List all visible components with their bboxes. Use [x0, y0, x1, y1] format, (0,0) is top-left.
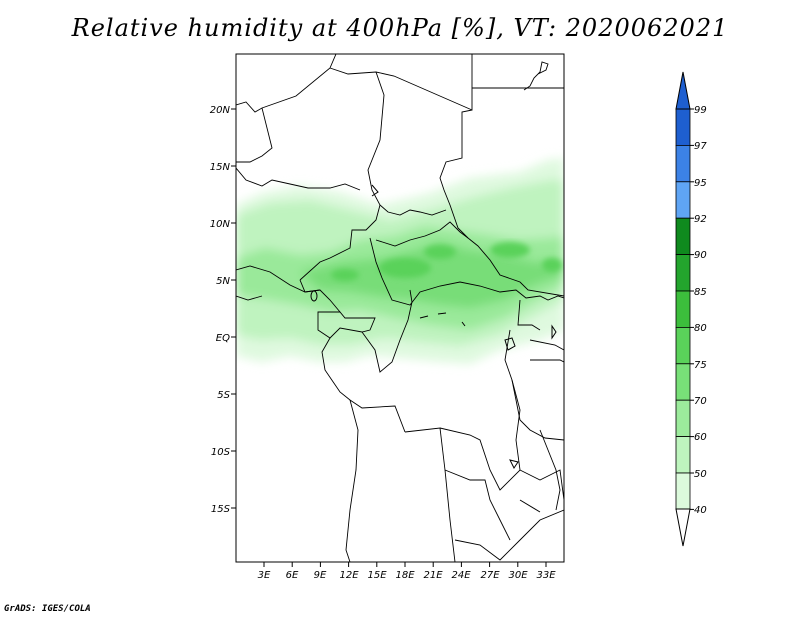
colorbar-label-95: 95 — [694, 178, 707, 189]
lon-label-15e: 15E — [367, 570, 387, 581]
colorbar-segment — [675, 254, 691, 292]
colorbar-label-75: 75 — [694, 360, 707, 371]
chart-title: Relative humidity at 400hPa [%], VT: 202… — [71, 14, 729, 42]
colorbar-label-60: 60 — [694, 432, 707, 443]
lat-label-10s: 10S — [211, 447, 231, 458]
colorbar-label-50: 50 — [694, 469, 707, 480]
colorbar-segment — [675, 436, 691, 474]
colorbar-segment — [675, 290, 691, 328]
colorbar-label-92: 92 — [694, 214, 707, 225]
lat-label-15n: 15N — [210, 162, 231, 173]
lat-label-10n: 10N — [210, 219, 231, 230]
lon-label-6e: 6E — [286, 570, 299, 581]
lon-label-18e: 18E — [395, 570, 415, 581]
lat-label-5s: 5S — [217, 390, 230, 401]
lat-label-20n: 20N — [210, 105, 231, 116]
colorbar-label-70: 70 — [694, 396, 707, 407]
colorbar-segment — [675, 472, 691, 510]
colorbar-segment — [675, 217, 691, 255]
colorbar-segment — [675, 363, 691, 401]
colorbar-segment — [675, 108, 691, 146]
colorbar-label-97: 97 — [694, 141, 707, 152]
colorbar-segment — [675, 181, 691, 219]
colorbar — [675, 108, 694, 510]
lat-label-15s: 15S — [211, 504, 231, 515]
lon-label-33e: 33E — [536, 570, 556, 581]
credit-text: GrADS: IGES/COLA — [4, 604, 91, 614]
colorbar-top-arrow — [675, 71, 691, 110]
colorbar-label-85: 85 — [694, 287, 707, 298]
lon-label-30e: 30E — [508, 570, 528, 581]
colorbar-segment — [675, 144, 691, 183]
humidity-shading — [236, 158, 564, 364]
lon-label-9e: 9E — [314, 570, 327, 581]
lat-label-eq: EQ — [216, 333, 230, 344]
lon-label-3e: 3E — [258, 570, 271, 581]
colorbar-label-80: 80 — [694, 323, 707, 334]
lon-label-27e: 27E — [480, 570, 500, 581]
lakes — [310, 184, 557, 513]
lon-label-12e: 12E — [339, 570, 359, 581]
colorbar-bottom-arrow — [675, 508, 691, 547]
lat-ticks — [231, 108, 236, 509]
lon-label-21e: 21E — [423, 570, 443, 581]
lon-ticks — [263, 562, 547, 567]
lon-label-24e: 24E — [451, 570, 471, 581]
colorbar-label-40: 40 — [694, 505, 707, 516]
colorbar-label-90: 90 — [694, 250, 707, 261]
colorbar-label-99: 99 — [694, 105, 707, 116]
colorbar-segment — [675, 399, 691, 438]
country-borders — [236, 54, 564, 562]
map-frame — [235, 53, 565, 563]
colorbar-segment — [675, 326, 691, 365]
lat-label-5n: 5N — [216, 276, 230, 287]
